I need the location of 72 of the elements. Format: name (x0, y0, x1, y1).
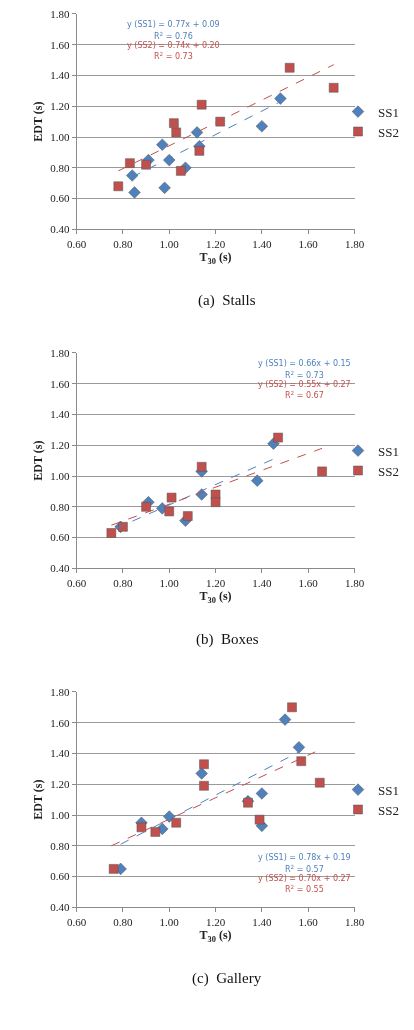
legend-label: SS1 (378, 104, 399, 120)
y-tick-label: 1.80 (50, 346, 70, 359)
x-tick-label: 0.60 (66, 915, 87, 928)
legend-label: SS2 (378, 463, 399, 479)
y-tick-label: 0.40 (50, 562, 70, 575)
x-axis-title: T$_{30}$ (s) (199, 928, 232, 944)
x-tick-label: 0.80 (113, 237, 134, 250)
x-tick-label: 1.40 (252, 915, 272, 928)
legend-label: SS2 (378, 802, 399, 818)
x-tick-label: 1.60 (298, 237, 319, 250)
y-tick-label: 0.40 (50, 901, 70, 914)
x-tick-label: 1.40 (252, 576, 272, 589)
x-axis-title: T$_{30}$ (s) (199, 589, 232, 605)
y-axis-title: EDT (s) (31, 440, 46, 481)
annotation: y (SS2) = 0.74x + 0.20 (127, 41, 220, 50)
y-tick-label: 1.60 (50, 38, 70, 51)
y-tick-label: 1.40 (50, 408, 70, 421)
y-tick-label: 1.60 (50, 377, 70, 390)
annotation: y (SS1) = 0.66x + 0.15 (258, 359, 351, 368)
y-tick-label: 1.00 (50, 130, 70, 143)
y-axis-title: EDT (s) (31, 779, 46, 820)
annotation: R$^{2}$ = 0.55 (285, 884, 324, 895)
y-tick-label: 0.60 (50, 531, 70, 544)
x-tick-label: 1.20 (205, 915, 226, 928)
annotation: R$^{2}$ = 0.57 (285, 864, 324, 875)
x-tick-label: 1.80 (344, 576, 365, 589)
y-tick-label: 1.60 (50, 716, 70, 729)
text: (a) Stalls (198, 292, 256, 309)
annotation: R$^{2}$ = 0.67 (285, 390, 324, 401)
text: (b) Boxes (196, 631, 259, 648)
y-tick-label: 0.60 (50, 192, 70, 205)
x-tick-label: 0.80 (113, 576, 134, 589)
legend-label: SS1 (378, 782, 399, 798)
x-tick-label: 1.80 (344, 915, 365, 928)
y-tick-label: 1.00 (50, 469, 70, 482)
y-tick-label: 1.40 (50, 747, 70, 760)
y-tick-label: 0.80 (50, 161, 70, 174)
x-tick-label: 1.60 (298, 915, 319, 928)
y-tick-label: 0.40 (50, 223, 70, 236)
y-tick-label: 1.20 (50, 439, 70, 452)
y-tick-label: 0.80 (50, 500, 70, 513)
x-tick-label: 1.00 (159, 915, 180, 928)
y-tick-label: 1.20 (50, 778, 70, 791)
y-tick-label: 1.80 (50, 7, 70, 20)
annotation: R$^{2}$ = 0.76 (154, 31, 193, 42)
y-tick-label: 1.80 (50, 685, 70, 698)
x-tick-label: 1.40 (252, 237, 272, 250)
y-axis-title: EDT (s) (31, 101, 46, 142)
x-tick-label: 1.80 (344, 237, 365, 250)
x-tick-label: 0.60 (66, 237, 87, 250)
annotation: y (SS2) = 0.55x + 0.27 (258, 380, 351, 389)
y-tick-label: 0.80 (50, 839, 70, 852)
annotation: R$^{2}$ = 0.73 (285, 370, 324, 381)
annotation: R$^{2}$ = 0.73 (154, 51, 193, 62)
y-tick-label: 1.40 (50, 69, 70, 82)
annotation: y (SS1) = 0.77x + 0.09 (127, 20, 220, 29)
x-tick-label: 1.60 (298, 576, 319, 589)
x-tick-label: 1.20 (205, 576, 226, 589)
x-axis-title: T$_{30}$ (s) (199, 250, 232, 266)
x-tick-label: 0.80 (113, 915, 134, 928)
x-tick-label: 1.20 (205, 237, 226, 250)
y-tick-label: 0.60 (50, 870, 70, 883)
annotation: y (SS2) = 0.70x + 0.27 (258, 874, 351, 883)
annotation: y (SS1) = 0.78x + 0.19 (258, 853, 351, 862)
x-tick-label: 1.00 (159, 237, 180, 250)
legend-label: SS1 (378, 443, 399, 459)
y-tick-label: 1.00 (50, 808, 70, 821)
x-tick-label: 1.00 (159, 576, 180, 589)
y-tick-label: 1.20 (50, 100, 70, 113)
x-tick-label: 0.60 (66, 576, 87, 589)
text: (c) Gallery (192, 970, 262, 987)
legend-label: SS2 (378, 124, 399, 140)
